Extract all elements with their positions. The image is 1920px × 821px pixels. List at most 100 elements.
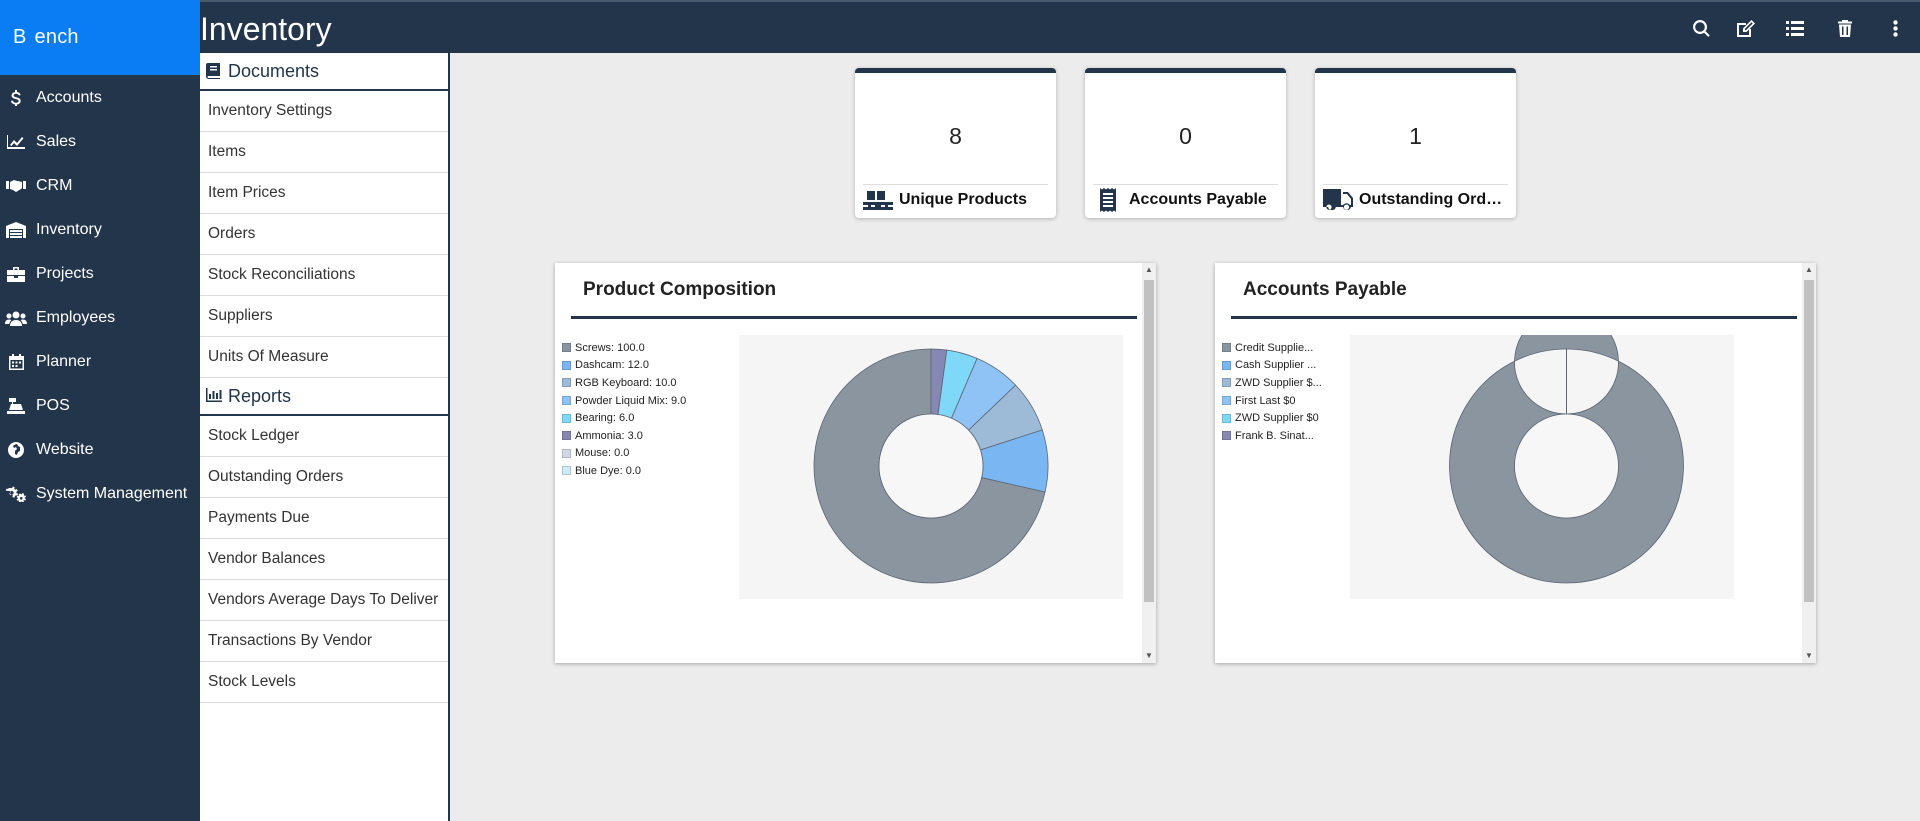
legend-item[interactable]: Screws: 100.0: [562, 339, 732, 357]
legend-swatch: [1222, 360, 1231, 370]
nav-item-inventory[interactable]: Inventory: [0, 208, 200, 252]
plot-area: [1350, 335, 1734, 599]
legend-swatch: [562, 431, 571, 441]
report-item-vendor-balances[interactable]: Vendor Balances: [200, 539, 448, 580]
report-item-payments-due[interactable]: Payments Due: [200, 498, 448, 539]
report-item-transactions-by-vendor[interactable]: Transactions By Vendor: [200, 621, 448, 662]
doc-item-stock-reconciliations[interactable]: Stock Reconciliations: [200, 255, 448, 296]
pallet-boxes-icon: [863, 188, 893, 212]
legend-label: Ammonia: 3.0: [575, 429, 643, 442]
legend-item[interactable]: First Last $0: [1222, 392, 1392, 410]
legend-item[interactable]: Powder Liquid Mix: 9.0: [562, 392, 732, 410]
title-divider: [1231, 316, 1797, 319]
legend-item[interactable]: ZWD Supplier $...: [1222, 374, 1392, 392]
scroll-thumb[interactable]: [1144, 280, 1154, 602]
nav-item-system-management[interactable]: System Management: [0, 472, 200, 516]
more-vertical-icon[interactable]: [1884, 17, 1906, 39]
scroll-thumb[interactable]: [1804, 280, 1814, 602]
legend-item[interactable]: Credit Supplie...: [1222, 339, 1392, 357]
kpi-label: Accounts Payable: [1129, 190, 1267, 208]
legend-item[interactable]: ZWD Supplier $0: [1222, 409, 1392, 427]
legend-item[interactable]: Cash Supplier ...: [1222, 357, 1392, 375]
nav-item-crm[interactable]: CRM: [0, 164, 200, 208]
nav-item-planner[interactable]: Planner: [0, 340, 200, 384]
legend-label: Frank B. Sinat...: [1235, 429, 1314, 442]
reports-heading-label: Reports: [228, 385, 292, 406]
legend-item[interactable]: Mouse: 0.0: [562, 445, 732, 463]
legend-swatch: [1222, 413, 1231, 423]
kpi-card-unique-products[interactable]: 8 Unique Products: [855, 68, 1056, 218]
legend-item[interactable]: Frank B. Sinat...: [1222, 427, 1392, 445]
legend-swatch: [1222, 343, 1231, 353]
report-item-stock-levels[interactable]: Stock Levels: [200, 662, 448, 703]
documents-panel: Documents Inventory Settings Items Item …: [200, 53, 450, 821]
doc-item-item-prices[interactable]: Item Prices: [200, 173, 448, 214]
nav-label: Employees: [36, 309, 116, 326]
kpi-card-outstanding-orders[interactable]: 1 Outstanding Orders: [1315, 68, 1516, 218]
doc-item-inventory-settings[interactable]: Inventory Settings: [200, 91, 448, 132]
legend-swatch: [562, 396, 571, 406]
vertical-scrollbar[interactable]: ▲ ▼: [1802, 263, 1816, 663]
plot-area: [739, 335, 1123, 599]
legend-label: Mouse: 0.0: [575, 447, 630, 460]
nav-label: System Management: [36, 485, 188, 502]
page-title: Inventory: [200, 11, 332, 47]
legend-label: Powder Liquid Mix: 9.0: [575, 394, 687, 407]
legend-label: Credit Supplie...: [1235, 341, 1314, 354]
legend-swatch: [562, 343, 571, 353]
nav-item-projects[interactable]: Projects: [0, 252, 200, 296]
nav-item-pos[interactable]: POS: [0, 384, 200, 428]
nav-label: CRM: [36, 177, 73, 194]
report-item-outstanding-orders[interactable]: Outstanding Orders: [200, 457, 448, 498]
accounts-payable-panel: Accounts Payable Credit Supplie... Cash S…: [1215, 263, 1816, 663]
nav-item-website[interactable]: Website: [0, 428, 200, 472]
report-item-vendors-average-days[interactable]: Vendors Average Days To Deliver: [200, 580, 448, 621]
cash-register-icon: [4, 397, 28, 415]
nav-label: Website: [36, 441, 94, 458]
users-icon: [4, 309, 28, 327]
kpi-card-accounts-payable[interactable]: 0 Accounts Payable: [1085, 68, 1286, 218]
chart-title: Accounts Payable: [1243, 279, 1407, 300]
nav-item-sales[interactable]: Sales: [0, 120, 200, 164]
legend-label: Screws: 100.0: [575, 341, 645, 354]
nav-label: Inventory: [36, 221, 102, 238]
reports-list: Stock Ledger Outstanding Orders Payments…: [200, 416, 448, 703]
receipt-icon: [1093, 187, 1123, 212]
nav-item-accounts[interactable]: Accounts: [0, 76, 200, 120]
legend-swatch: [562, 448, 571, 458]
report-item-stock-ledger[interactable]: Stock Ledger: [200, 416, 448, 457]
doc-item-units-of-measure[interactable]: Units Of Measure: [200, 337, 448, 378]
legend-label: RGB Keyboard: 10.0: [575, 376, 677, 389]
doc-item-items[interactable]: Items: [200, 132, 448, 173]
legend-item[interactable]: Bearing: 6.0: [562, 409, 732, 427]
edit-icon[interactable]: [1735, 17, 1757, 39]
documents-heading: Documents: [200, 53, 448, 91]
nav-label: Sales: [36, 133, 77, 150]
scroll-down-arrow[interactable]: ▼: [1805, 651, 1813, 660]
truck-icon: [1323, 188, 1353, 212]
scroll-up-arrow[interactable]: ▲: [1145, 265, 1153, 274]
kpi-value: 0: [1179, 123, 1192, 149]
chart-title: Product Composition: [583, 279, 777, 300]
legend-item[interactable]: Dashcam: 12.0: [562, 357, 732, 375]
scroll-up-arrow[interactable]: ▲: [1805, 265, 1813, 274]
legend-item[interactable]: RGB Keyboard: 10.0: [562, 374, 732, 392]
search-icon[interactable]: [1690, 17, 1712, 39]
doc-item-suppliers[interactable]: Suppliers: [200, 296, 448, 337]
doc-item-orders[interactable]: Orders: [200, 214, 448, 255]
handshake-icon: [4, 177, 28, 195]
brand-text: ench: [34, 26, 79, 48]
trash-icon[interactable]: [1834, 17, 1856, 39]
legend-item[interactable]: Ammonia: 3.0: [562, 427, 732, 445]
calendar-icon: [4, 353, 28, 371]
legend-label: Dashcam: 12.0: [575, 359, 649, 372]
header-bar: Inventory: [200, 0, 1920, 53]
list-icon[interactable]: [1784, 17, 1806, 39]
donut-hole: [878, 413, 984, 519]
scroll-down-arrow[interactable]: ▼: [1145, 651, 1153, 660]
vertical-scrollbar[interactable]: ▲ ▼: [1142, 263, 1156, 663]
nav-item-employees[interactable]: Employees: [0, 296, 200, 340]
legend-item[interactable]: Blue Dye: 0.0: [562, 462, 732, 480]
